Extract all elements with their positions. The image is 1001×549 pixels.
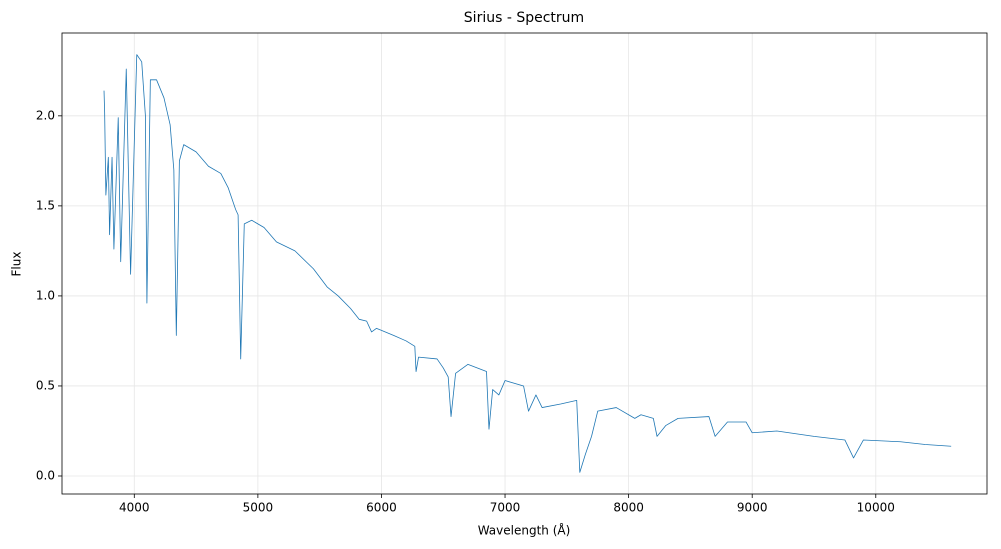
x-tick-label: 8000 [613, 501, 644, 515]
spectrum-line [103, 54, 952, 473]
y-tick-label: 1.0 [36, 288, 55, 302]
y-tick-label: 0.0 [36, 468, 55, 482]
y-tick-label: 1.5 [36, 198, 55, 212]
chart-title: Sirius - Spectrum [464, 10, 584, 26]
x-tick-label: 5000 [243, 501, 274, 515]
x-tick-label: 7000 [490, 501, 521, 515]
y-tick-label: 2.0 [36, 108, 55, 122]
x-tick-label: 4000 [119, 501, 150, 515]
x-tick-label: 6000 [366, 501, 397, 515]
plot-frame [61, 32, 988, 495]
x-axis-label: Wavelength (Å) [478, 523, 571, 538]
y-axis-label: Flux [10, 252, 24, 277]
x-tick-label: 9000 [737, 501, 768, 515]
y-tick-label: 0.5 [36, 378, 55, 392]
x-tick-label: 10000 [857, 501, 895, 515]
